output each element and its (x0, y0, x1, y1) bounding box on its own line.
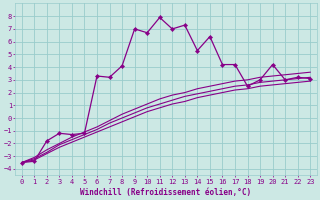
X-axis label: Windchill (Refroidissement éolien,°C): Windchill (Refroidissement éolien,°C) (80, 188, 252, 197)
